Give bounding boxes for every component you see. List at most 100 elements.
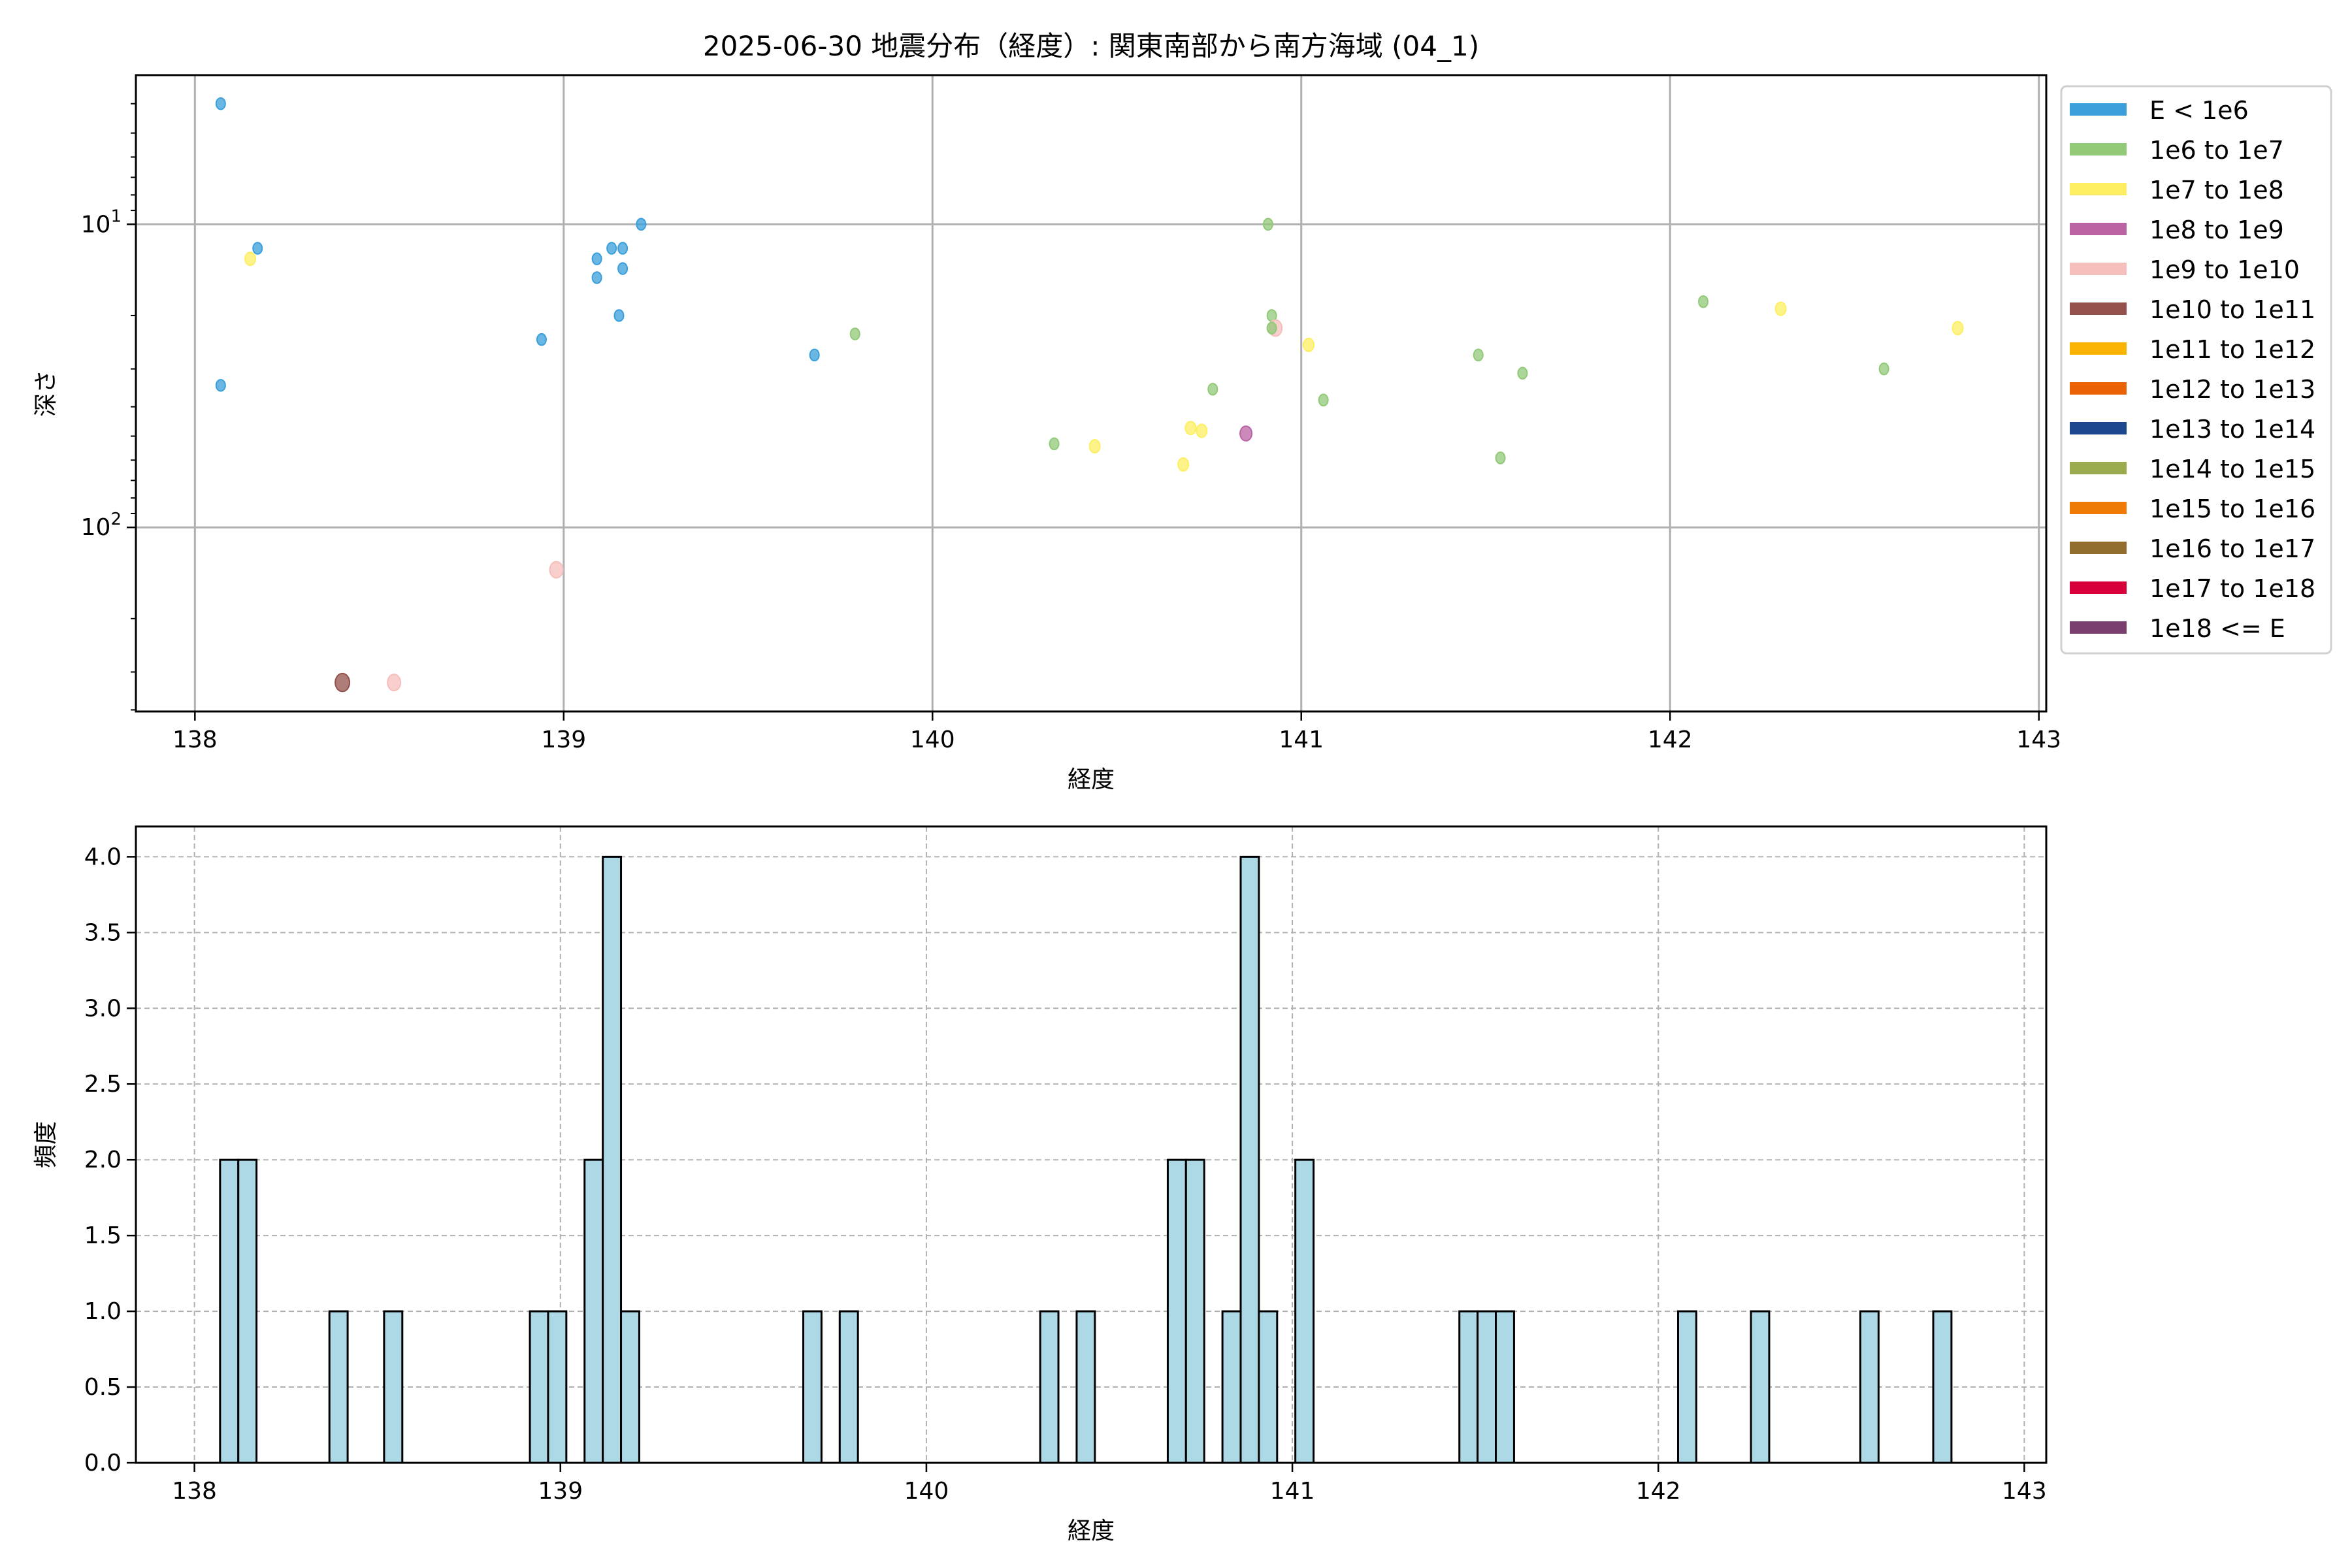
scatter-point [1495, 451, 1506, 465]
legend-swatch [2070, 342, 2127, 355]
x-tick-label: 138 [172, 1478, 217, 1505]
legend-swatch [2070, 502, 2127, 514]
histogram-bar [1075, 1310, 1096, 1464]
legend-swatch [2070, 183, 2127, 195]
histogram-bar [1458, 1310, 1479, 1464]
scatter-point [617, 242, 629, 255]
histogram-bar [620, 1310, 640, 1464]
legend-swatch [2070, 223, 2127, 235]
legend-swatch [2070, 422, 2127, 434]
legend-swatch [2070, 382, 2127, 395]
scatter-point [636, 218, 647, 231]
legend-label: 1e6 to 1e7 [2149, 136, 2284, 165]
legend-label: 1e16 to 1e17 [2149, 534, 2315, 563]
x-tick-label: 143 [2016, 727, 2061, 753]
legend-label: 1e18 <= E [2149, 614, 2285, 643]
legend-label: 1e9 to 1e10 [2149, 255, 2300, 284]
scatter-point [549, 561, 564, 579]
scatter-point [1318, 393, 1329, 407]
legend-swatch [2070, 462, 2127, 474]
x-tick-label: 142 [1648, 727, 1693, 753]
y-tick-label: 0.0 [84, 1450, 122, 1477]
scatter-point [1303, 337, 1315, 352]
y-tick-label: 101 [81, 206, 122, 238]
histogram-bar [529, 1310, 549, 1464]
histogram-bar [1859, 1310, 1880, 1464]
legend-swatch [2070, 103, 2127, 116]
histogram-bar [802, 1310, 823, 1464]
scatter-point [1184, 421, 1197, 436]
x-tick-label: 140 [910, 727, 955, 753]
scatter-point [1517, 367, 1528, 380]
histogram-bar [383, 1310, 404, 1464]
legend-swatch [2070, 143, 2127, 155]
scatter-point [1266, 321, 1277, 335]
scatter-point [252, 242, 263, 255]
legend-label: E < 1e6 [2149, 96, 2249, 125]
x-tick-label: 143 [2002, 1478, 2047, 1505]
y-tick-label: 1.5 [84, 1222, 122, 1249]
scatter-point [1049, 437, 1060, 451]
histogram-bar [1294, 1158, 1315, 1464]
histogram-bar [1477, 1310, 1497, 1464]
legend: E < 1e6 1e6 to 1e7 1e7 to 1e8 1e8 to 1e9 1e9… [2060, 85, 2332, 655]
histogram-bar [237, 1158, 258, 1464]
scatter-ylabel: 深さ [33, 370, 59, 417]
histogram-bar [1221, 1310, 1242, 1464]
legend-label: 1e15 to 1e16 [2149, 495, 2315, 523]
legend-label: 1e12 to 1e13 [2149, 375, 2315, 404]
histogram-bar [1750, 1310, 1771, 1464]
histogram-bar [219, 1158, 240, 1464]
y-tick-label: 102 [81, 510, 122, 541]
scatter-point [244, 252, 256, 267]
y-tick-label: 0.5 [84, 1374, 122, 1401]
x-tick-label: 142 [1636, 1478, 1681, 1505]
scatter-point [536, 333, 547, 346]
x-tick-label: 141 [1270, 1478, 1315, 1505]
y-tick-label: 2.5 [84, 1071, 122, 1098]
histogram-bar [1039, 1310, 1060, 1464]
histogram-bar [838, 1310, 859, 1464]
x-tick-label: 138 [172, 727, 218, 753]
x-tick-label: 141 [1279, 727, 1324, 753]
x-tick-label: 139 [541, 727, 586, 753]
legend-label: 1e17 to 1e18 [2149, 574, 2315, 603]
histogram-ylabel: 頻度 [33, 1121, 59, 1168]
scatter-xlabel: 経度 [1068, 766, 1115, 793]
x-tick-label: 140 [904, 1478, 949, 1505]
y-tick-label: 3.5 [84, 919, 122, 946]
scatter-point [1774, 301, 1787, 316]
histogram-bar [1184, 1158, 1205, 1464]
scatter-point [1878, 362, 1889, 376]
scatter-point [1088, 439, 1101, 454]
legend-swatch [2070, 302, 2127, 315]
scatter-plot: 138 139 140 141 142 143 101 102 [81, 74, 2061, 753]
scatter-point [1239, 425, 1253, 442]
legend-label: 1e11 to 1e12 [2149, 335, 2315, 364]
legend-label: 1e8 to 1e9 [2149, 216, 2284, 244]
histogram-bar [1258, 1310, 1279, 1464]
y-tick-label: 1.0 [84, 1298, 122, 1325]
histogram-bar [328, 1310, 349, 1464]
scatter-point [613, 309, 625, 322]
scatter-point [1196, 423, 1208, 438]
legend-label: 1e10 to 1e11 [2149, 295, 2315, 324]
scatter-point [606, 242, 617, 255]
scatter-point [1262, 218, 1273, 231]
scatter-point [617, 262, 629, 275]
scatter-point [215, 379, 226, 392]
scatter-point [1952, 321, 1964, 336]
scatter-point [1698, 295, 1709, 308]
scatter-point [215, 97, 226, 110]
histogram-bar [602, 855, 623, 1464]
legend-swatch [2070, 542, 2127, 554]
scatter-point [1473, 348, 1484, 362]
histogram-bar [1495, 1310, 1515, 1464]
legend-label: 1e13 to 1e14 [2149, 415, 2315, 444]
histogram-bar [583, 1158, 604, 1464]
scatter-point [591, 252, 602, 265]
histogram-bar [1676, 1310, 1697, 1464]
histogram-bar [1166, 1158, 1187, 1464]
scatter-title: 2025-06-30 地震分布（経度）: 関東南部から南方海域 (04_1) [703, 30, 1479, 62]
